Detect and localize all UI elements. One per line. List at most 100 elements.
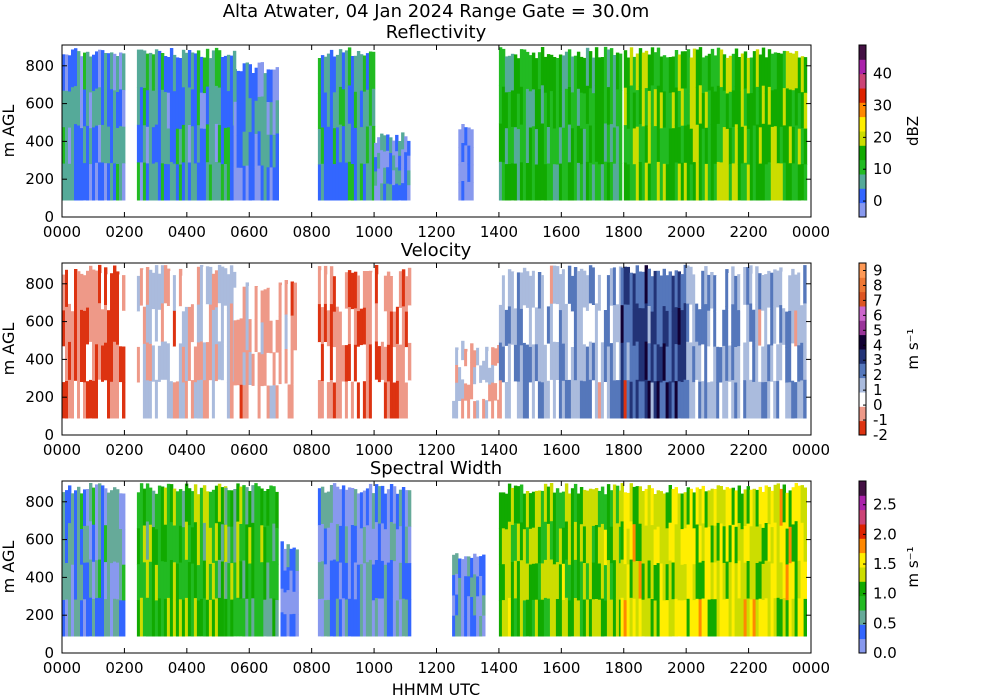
- data-cell: [326, 599, 331, 637]
- data-cell: [749, 164, 754, 201]
- data-cell: [680, 382, 684, 419]
- data-cell: [148, 89, 153, 127]
- data-cell: [68, 598, 72, 637]
- data-cell: [196, 87, 201, 126]
- data-cell: [659, 92, 664, 129]
- data-cell: [184, 483, 189, 523]
- data-cell: [110, 526, 114, 564]
- data-cell: [383, 600, 388, 637]
- data-cell: [335, 127, 340, 165]
- data-cell: [257, 286, 261, 320]
- x-tick-label: 0800: [293, 223, 331, 241]
- data-cell: [80, 564, 84, 601]
- data-cell: [356, 311, 361, 348]
- data-cell: [519, 308, 524, 346]
- data-cell: [175, 563, 180, 601]
- data-cell: [187, 269, 192, 308]
- data-cell: [549, 521, 554, 560]
- data-cell: [455, 347, 459, 366]
- data-cell: [594, 562, 599, 600]
- data-cell: [600, 342, 605, 381]
- colorbar-tick-label: 8: [873, 276, 883, 294]
- data-cell: [77, 486, 81, 525]
- data-cell: [797, 523, 801, 562]
- data-cell: [289, 548, 293, 572]
- data-cell: [71, 600, 75, 637]
- data-cell: [546, 598, 551, 637]
- data-cell: [389, 347, 394, 383]
- data-cell: [803, 92, 808, 129]
- data-cell: [365, 562, 370, 600]
- x-tick-label: 1000: [355, 659, 393, 677]
- data-cell: [251, 598, 255, 637]
- data-cell: [193, 53, 198, 91]
- data-cell: [719, 87, 724, 126]
- data-cell: [737, 128, 742, 165]
- data-cell: [260, 562, 264, 600]
- data-cell: [623, 266, 627, 305]
- colorbar-segment: [859, 538, 866, 554]
- data-cell: [80, 273, 84, 311]
- data-cell: [208, 527, 213, 565]
- data-cell: [686, 86, 691, 126]
- data-cell: [254, 559, 258, 599]
- x-tick-label: 0000: [43, 223, 81, 241]
- data-cell: [142, 87, 147, 126]
- data-cell: [665, 310, 669, 348]
- data-cell: [365, 53, 370, 91]
- data-cell: [145, 267, 150, 306]
- data-cell: [537, 599, 542, 637]
- data-cell: [356, 88, 361, 126]
- data-cell: [92, 561, 96, 600]
- data-cell: [552, 564, 557, 601]
- data-cell: [501, 162, 506, 201]
- data-cell: [513, 90, 518, 128]
- data-cell: [797, 381, 801, 419]
- data-cell: [320, 486, 325, 525]
- data-cell: [546, 54, 551, 92]
- data-cell: [272, 69, 276, 103]
- data-cell: [269, 353, 273, 387]
- panel-title: Reflectivity: [386, 22, 487, 43]
- data-cell: [292, 569, 296, 593]
- data-cell: [683, 379, 687, 419]
- data-cell: [737, 382, 741, 419]
- data-cell: [136, 564, 141, 601]
- data-cell: [546, 127, 551, 164]
- data-cell: [513, 344, 518, 382]
- colorbar-frame: [858, 480, 867, 654]
- data-cell: [95, 51, 99, 89]
- data-band: [280, 541, 299, 637]
- data-cell: [95, 270, 99, 308]
- data-cell: [278, 282, 282, 317]
- data-cell: [650, 347, 654, 384]
- data-cell: [677, 493, 681, 530]
- data-cell: [722, 599, 726, 637]
- data-cell: [659, 311, 663, 348]
- data-cell: [579, 598, 584, 637]
- data-cell: [338, 124, 343, 163]
- data-cell: [175, 527, 180, 565]
- data-cell: [68, 303, 72, 343]
- data-cell: [110, 52, 114, 90]
- data-cell: [371, 51, 376, 90]
- data-cell: [145, 304, 150, 343]
- data-cell: [677, 529, 681, 566]
- data-cell: [157, 485, 162, 524]
- data-cell: [362, 381, 367, 419]
- data-cell: [362, 307, 367, 345]
- data-cell: [202, 128, 207, 165]
- data-cell: [199, 92, 204, 129]
- data-cell: [172, 599, 177, 637]
- data-cell: [107, 382, 111, 419]
- data-cell: [513, 271, 518, 309]
- data-cell: [695, 487, 699, 526]
- data-cell: [653, 163, 658, 201]
- data-cell: [668, 522, 672, 561]
- data-cell: [528, 275, 533, 312]
- data-cell: [350, 525, 355, 563]
- data-cell: [689, 164, 694, 201]
- data-cell: [677, 54, 682, 92]
- data-cell: [68, 127, 72, 165]
- data-cell: [510, 344, 515, 382]
